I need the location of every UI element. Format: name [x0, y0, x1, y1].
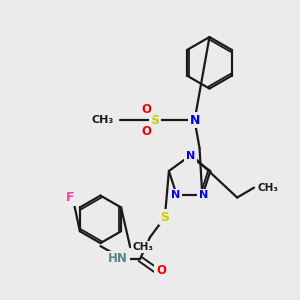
Text: O: O	[141, 125, 151, 138]
Text: CH₃: CH₃	[91, 115, 113, 125]
Text: O: O	[141, 103, 151, 116]
Text: HN: HN	[108, 253, 128, 266]
Text: N: N	[199, 190, 208, 200]
Text: S: S	[160, 211, 169, 224]
Text: N: N	[171, 190, 181, 200]
Text: N: N	[189, 114, 200, 127]
Text: N: N	[186, 151, 195, 161]
Text: F: F	[65, 191, 74, 204]
Text: O: O	[156, 264, 166, 278]
Text: CH₃: CH₃	[132, 242, 153, 252]
Text: CH₃: CH₃	[257, 183, 278, 193]
Text: S: S	[151, 114, 160, 127]
